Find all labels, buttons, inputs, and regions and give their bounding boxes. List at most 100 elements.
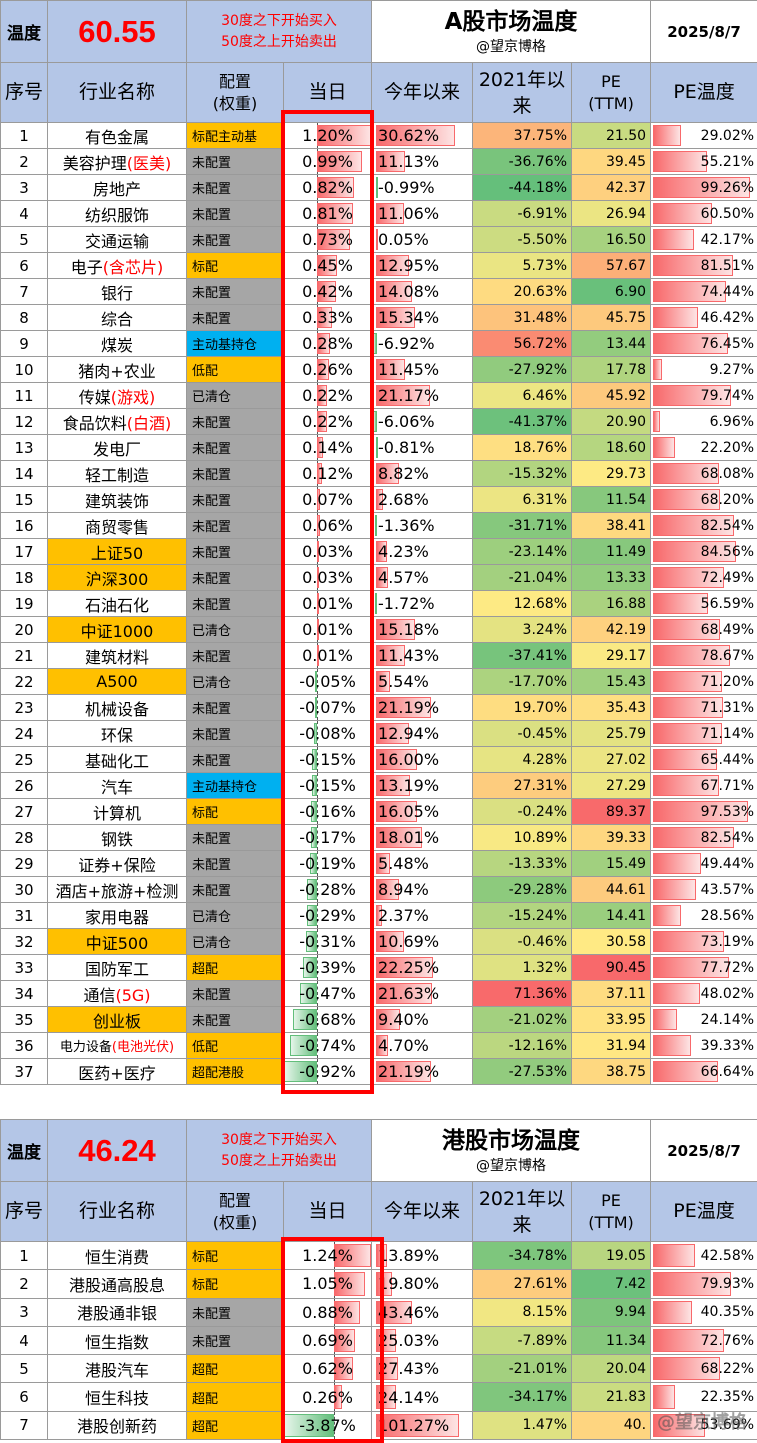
pe-ttm-value: 26.94	[571, 200, 652, 227]
since-2021-value: -21.04%	[472, 564, 573, 591]
pe-ttm-value: 7.42	[571, 1269, 652, 1299]
table-row: 21 建筑材料 未配置 0.01% 11.43% -37.41% 29.17 78.67%	[0, 642, 757, 669]
ytd-value: 15.34%	[378, 308, 440, 327]
since-2021-value: 27.31%	[472, 772, 573, 799]
table-row: 7 银行 未配置 0.42% 14.08% 20.63% 6.90 74.44%	[0, 278, 757, 305]
row-index: 5	[0, 226, 48, 253]
trade-rule-note: 30度之下开始买入 50度之上开始卖出	[185, 1119, 373, 1182]
day-bar	[317, 619, 320, 640]
day-zero-axis	[317, 695, 319, 720]
day-change-value: -0.68%	[299, 1010, 356, 1029]
day-change-value: 1.24%	[302, 1246, 353, 1266]
ytd-value: 8.82%	[378, 464, 429, 483]
day-change-cell: 0.69%	[282, 1325, 373, 1356]
row-name-text: 商贸零售	[84, 517, 149, 537]
alloc-badge: 主动基持仓	[186, 330, 284, 357]
day-bar	[317, 151, 362, 172]
col-header-pe-l1: PE	[601, 1190, 621, 1210]
row-name-text: 计算机	[92, 803, 141, 823]
row-name: 石油石化	[47, 590, 187, 617]
author-handle: @望京博格	[476, 1157, 547, 1174]
day-change-value: 0.12%	[302, 464, 353, 483]
day-change-value: 0.14%	[302, 438, 353, 457]
row-name: 证券+保险	[47, 850, 187, 877]
col-header-alloc-l1: 配置	[218, 1190, 251, 1210]
row-name-text: 上证50	[90, 543, 144, 563]
ytd-bar	[376, 801, 418, 822]
since-2021-value: -44.18%	[472, 174, 573, 201]
pe-temperature-value: 65.44%	[700, 751, 755, 768]
since-2021-value: -29.28%	[472, 876, 573, 903]
pe-temp-bar	[653, 385, 731, 406]
col-header-pe-temp: PE温度	[650, 62, 757, 123]
ytd-cell: 13.19%	[371, 772, 474, 799]
alloc-badge: 超配	[186, 954, 284, 981]
day-bar	[310, 853, 318, 874]
pe-ttm-value: 11.34	[571, 1325, 652, 1356]
since-2021-value: -23.14%	[472, 538, 573, 565]
alloc-badge: 标配	[186, 252, 284, 279]
row-name-text: 港股汽车	[84, 1360, 149, 1380]
market-title: A股市场温度	[444, 8, 578, 35]
table-row: 7 港股创新药 超配 -3.87% 101.27% 1.47% 40. 53.69%	[0, 1410, 757, 1441]
day-bar	[305, 931, 318, 952]
pe-temp-bar	[653, 151, 707, 172]
day-bar	[317, 593, 320, 614]
since-2021-value: -13.33%	[472, 850, 573, 877]
ytd-value: -6.92%	[378, 334, 435, 353]
ytd-cell: 2.37%	[371, 902, 474, 929]
buy-rule: 30度之下开始买入	[221, 12, 337, 29]
day-change-cell: 0.22%	[282, 382, 373, 409]
row-name-text: 传媒	[78, 387, 111, 407]
row-index: 20	[0, 616, 48, 643]
since-2021-value: 56.72%	[472, 330, 573, 357]
since-2021-value: -15.24%	[472, 902, 573, 929]
row-index: 6	[0, 252, 48, 279]
day-change-cell: 1.24%	[282, 1240, 373, 1271]
col-header-since2021: 2021年以来	[472, 1181, 573, 1242]
alloc-badge: 未配置	[186, 226, 284, 253]
col-header-name: 行业名称	[47, 1181, 187, 1242]
row-name: 纺织服饰	[47, 200, 187, 227]
pe-temperature-cell: 55.21%	[650, 148, 757, 175]
row-name-text: 电力设备	[59, 1040, 112, 1055]
ytd-bar	[376, 125, 455, 146]
pe-temperature-cell: 42.58%	[650, 1240, 757, 1271]
pe-ttm-value: 31.94	[571, 1032, 652, 1059]
ytd-cell: 4.57%	[371, 564, 474, 591]
row-index: 4	[0, 1325, 48, 1356]
since-2021-value: -27.92%	[472, 356, 573, 383]
row-name: 电力设备(电池光伏)	[47, 1032, 187, 1059]
alloc-badge: 标配主动基	[186, 122, 284, 149]
pe-temperature-cell: 39.33%	[650, 1032, 757, 1059]
alloc-badge: 未配置	[186, 590, 284, 617]
alloc-badge: 未配置	[186, 148, 284, 175]
pe-temperature-cell: 29.02%	[650, 122, 757, 149]
ytd-bar	[376, 983, 432, 1004]
pe-temp-bar	[653, 697, 723, 718]
row-index: 17	[0, 538, 48, 565]
pe-temp-bar	[653, 1061, 719, 1082]
pe-ttm-value: 45.92	[571, 382, 652, 409]
row-index: 1	[0, 1240, 48, 1271]
market-title-block: 港股市场温度 @望京博格	[371, 1119, 652, 1182]
pe-ttm-value: 20.04	[571, 1354, 652, 1384]
day-bar	[334, 1385, 343, 1409]
row-name: 电子(含芯片)	[47, 252, 187, 279]
since-2021-value: -21.02%	[472, 1006, 573, 1033]
ytd-value: 101.27%	[378, 1415, 450, 1435]
pe-ttm-value: 16.50	[571, 226, 652, 253]
trade-rule-note: 30度之下开始买入 50度之上开始卖出	[185, 0, 373, 63]
day-change-value: 1.20%	[302, 126, 353, 145]
alloc-badge: 已清仓	[186, 928, 284, 955]
pe-temperature-cell: 24.14%	[650, 1006, 757, 1033]
ytd-cell: -1.36%	[371, 512, 474, 539]
pe-temperature-value: 97.53%	[700, 803, 755, 820]
row-name-text: 食品饮料	[62, 413, 127, 433]
day-zero-axis	[317, 825, 319, 850]
ytd-bar	[376, 1061, 431, 1082]
ytd-cell: 11.06%	[371, 200, 474, 227]
pe-temperature-cell: 73.19%	[650, 928, 757, 955]
day-change-value: 0.26%	[302, 1387, 353, 1407]
pe-temperature-cell: 66.64%	[650, 1058, 757, 1085]
